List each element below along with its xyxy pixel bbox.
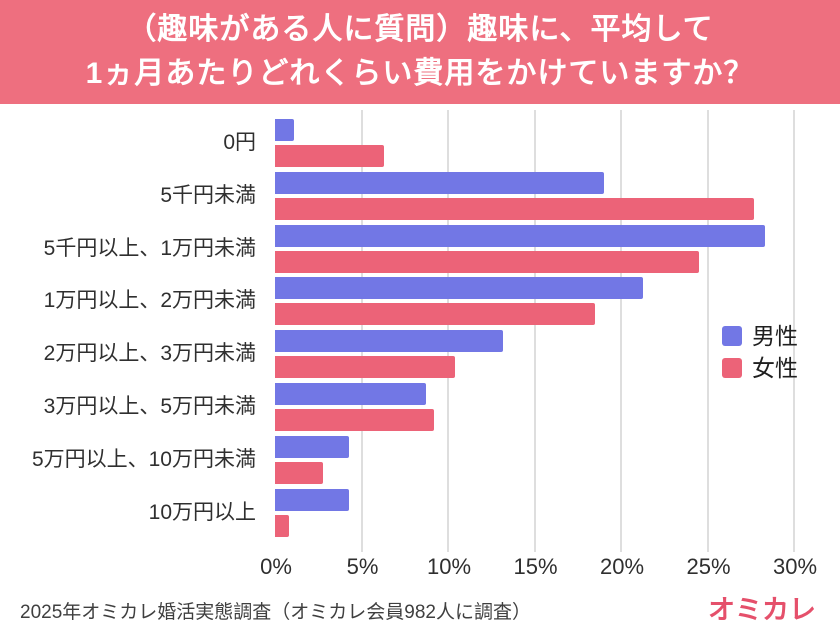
bar-male — [275, 171, 604, 194]
bar-male — [275, 488, 350, 511]
bar-female — [275, 145, 384, 167]
axis-tick-label: 10% — [426, 554, 472, 579]
brand-logo: オミカレ — [708, 595, 816, 625]
bar-female — [275, 514, 289, 537]
legend-item: 男性 — [722, 324, 798, 348]
legend-item: 女性 — [722, 356, 798, 380]
source-note: 2025年オミカレ婚活実態調査（オミカレ会員982人に調査） — [20, 602, 531, 623]
title-line-1: （趣味がある人に質問）趣味に、平均して — [126, 13, 714, 46]
title-banner: （趣味がある人に質問）趣味に、平均して 1ヵ月あたりどれくらい費用をかけています… — [0, 0, 840, 104]
grid-line — [706, 110, 709, 552]
bar-female — [275, 356, 455, 379]
bar-female — [275, 197, 755, 220]
bar-male — [275, 119, 295, 141]
bar-male — [275, 330, 504, 353]
category-label: 0円 — [223, 131, 256, 154]
axis-tick-label: 15% — [513, 554, 558, 579]
bar-male — [275, 435, 350, 458]
axis-tick-label: 30% — [772, 554, 818, 579]
category-label: 5万円以上、10万円未満 — [31, 447, 256, 471]
legend-swatch-male — [722, 326, 742, 346]
legend-label: 女性 — [752, 355, 798, 381]
grid-line — [793, 110, 795, 552]
grid-line — [533, 110, 536, 552]
bar-male — [275, 277, 644, 300]
axis-tick-label: 25% — [686, 554, 731, 579]
axis-tick-label: 0% — [260, 554, 292, 579]
grid-line — [620, 110, 622, 552]
category-label: 3万円以上、5万円未満 — [43, 395, 256, 418]
category-label: 10万円以上 — [148, 500, 256, 524]
title-line-2: 1ヵ月あたりどれくらい費用をかけていますか？ — [85, 57, 755, 90]
axis-tick-label: 20% — [599, 554, 645, 579]
bar-male — [275, 383, 426, 405]
legend-swatch-female — [722, 358, 742, 378]
category-label: 5千円未満 — [160, 183, 256, 207]
bar-female — [275, 461, 324, 484]
bar-female — [275, 303, 596, 326]
legend: 男性 女性 — [722, 324, 798, 388]
category-label: 1万円以上、2万円未満 — [43, 289, 256, 313]
bar-female — [275, 409, 435, 431]
category-label: 2万円以上、3万円未満 — [43, 342, 256, 366]
category-label: 5千円以上、1万円未満 — [43, 236, 256, 260]
axis-tick-label: 5% — [346, 554, 379, 579]
legend-label: 男性 — [752, 323, 798, 349]
bar-female — [275, 250, 699, 273]
bar-male — [275, 224, 765, 247]
